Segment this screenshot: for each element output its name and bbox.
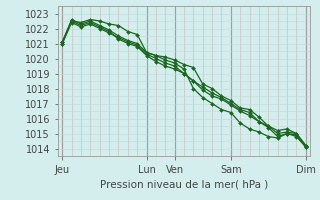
X-axis label: Pression niveau de la mer( hPa ): Pression niveau de la mer( hPa ) (100, 179, 268, 189)
